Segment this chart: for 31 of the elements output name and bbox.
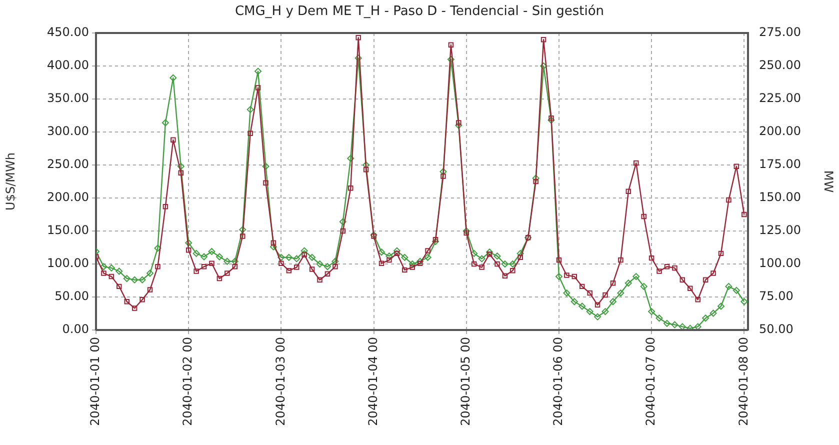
- y-tick-label: 450.00: [47, 25, 89, 40]
- y2-tick-label: 200.00: [759, 124, 801, 138]
- x-tick-label: 2040-01-06 00: [551, 337, 566, 426]
- y-axis-title: U$S/MWh: [3, 152, 18, 210]
- x-tick-label: 2040-01-08 00: [736, 337, 750, 426]
- y2-tick-label: 225.00: [759, 91, 801, 106]
- y-tick-label: 200.00: [47, 190, 89, 204]
- y-tick-label: 0.00: [62, 322, 89, 336]
- y2-tick-label: 50.00: [759, 322, 794, 336]
- chart-title: CMG_H y Dem ME T_H - Paso D - Tendencial - Sin gestión: [234, 4, 606, 19]
- y2-tick-label: 150.00: [759, 190, 801, 204]
- x-tick-label: 2040-01-07 00: [644, 337, 658, 426]
- y2-tick-label: 100.00: [759, 256, 801, 270]
- y-tick-label: 150.00: [47, 223, 89, 238]
- y-tick-label: 400.00: [47, 58, 89, 72]
- y2-tick-label: 175.00: [759, 157, 801, 172]
- x-tick-label: 2040-01-01 00: [88, 337, 102, 426]
- y-tick-label: 300.00: [47, 124, 89, 138]
- x-tick-label: 2040-01-02 00: [180, 337, 195, 426]
- y-tick-label: 250.00: [47, 157, 89, 172]
- y-tick-label: 50.00: [54, 289, 89, 304]
- y-tick-label: 100.00: [47, 256, 89, 270]
- y2-tick-label: 75.00: [759, 289, 794, 304]
- x-tick-label: 2040-01-04 00: [366, 337, 380, 426]
- y2-tick-label: 250.00: [759, 58, 801, 72]
- y2-tick-label: 125.00: [759, 223, 801, 238]
- y2-tick-label: 275.00: [759, 25, 801, 40]
- y-tick-label: 350.00: [47, 91, 89, 106]
- x-tick-label: 2040-01-05 00: [458, 337, 472, 426]
- y2-axis-title: MW: [822, 170, 836, 193]
- x-tick-label: 2040-01-03 00: [273, 337, 288, 426]
